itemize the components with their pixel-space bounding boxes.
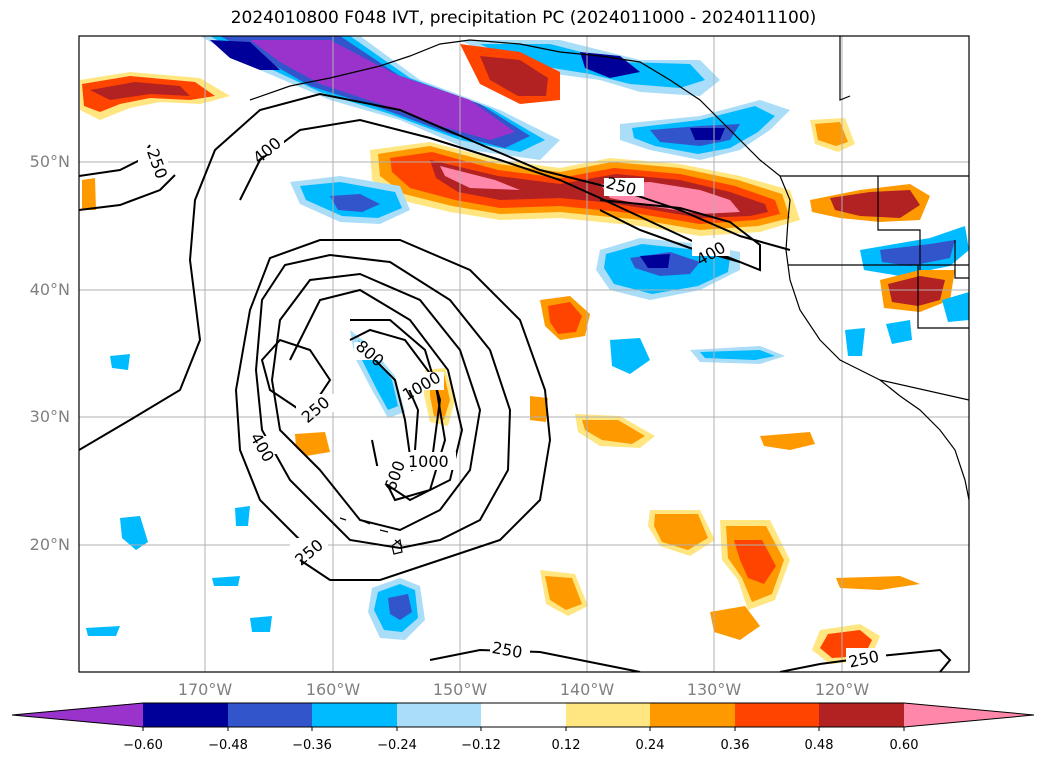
colorbar-tick-label: 0.36	[720, 738, 750, 753]
contour-label: 1000	[408, 452, 449, 471]
colorbar-segment	[143, 703, 228, 727]
colorbar-segment	[735, 703, 819, 727]
colorbar	[11, 702, 1035, 731]
lon-label: 170°W	[177, 680, 233, 699]
lon-label: 130°W	[686, 680, 742, 699]
graticule	[79, 36, 969, 672]
colorbar-segment	[228, 703, 312, 727]
lon-label: 140°W	[559, 680, 615, 699]
colorbar-segment	[397, 703, 481, 727]
lon-label: 120°W	[814, 680, 870, 699]
colorbar-tick-label: −0.36	[292, 738, 332, 753]
colorbar-segment	[12, 703, 143, 727]
contour-label: 600	[381, 458, 409, 493]
lat-label: 20°N	[29, 535, 70, 554]
map-title: 2024010800 F048 IVT, precipitation PC (2…	[230, 8, 817, 28]
colorbar-tick-label: −0.48	[208, 738, 248, 753]
colorbar-tick-label: 0.60	[889, 738, 919, 753]
colorbar-segment	[650, 703, 735, 727]
colorbar-segment	[566, 703, 650, 727]
colorbar-segment	[481, 703, 566, 727]
lon-label: 150°W	[432, 680, 488, 699]
colorbar-tick-label: −0.24	[377, 738, 417, 753]
colorbar-tick-label: −0.60	[123, 738, 163, 753]
contour-label-group: 250 400 250 400 800 1000 250 400 600 100…	[138, 133, 886, 671]
lat-label: 40°N	[29, 280, 70, 299]
lat-label: 50°N	[29, 152, 70, 171]
colorbar-segment	[819, 703, 904, 727]
colorbar-tick-label: 0.48	[804, 738, 834, 753]
colorbar-segment	[904, 703, 1034, 727]
colorbar-tick-label: 0.12	[551, 738, 581, 753]
lat-label: 30°N	[29, 407, 70, 426]
lon-label: 160°W	[305, 680, 361, 699]
colorbar-tick-label: −0.12	[461, 738, 501, 753]
map-frame	[78, 35, 970, 673]
coastlines	[249, 36, 969, 555]
precipitation-field	[80, 36, 969, 664]
colorbar-tick-label: 0.24	[635, 738, 665, 753]
colorbar-segment	[312, 703, 397, 727]
